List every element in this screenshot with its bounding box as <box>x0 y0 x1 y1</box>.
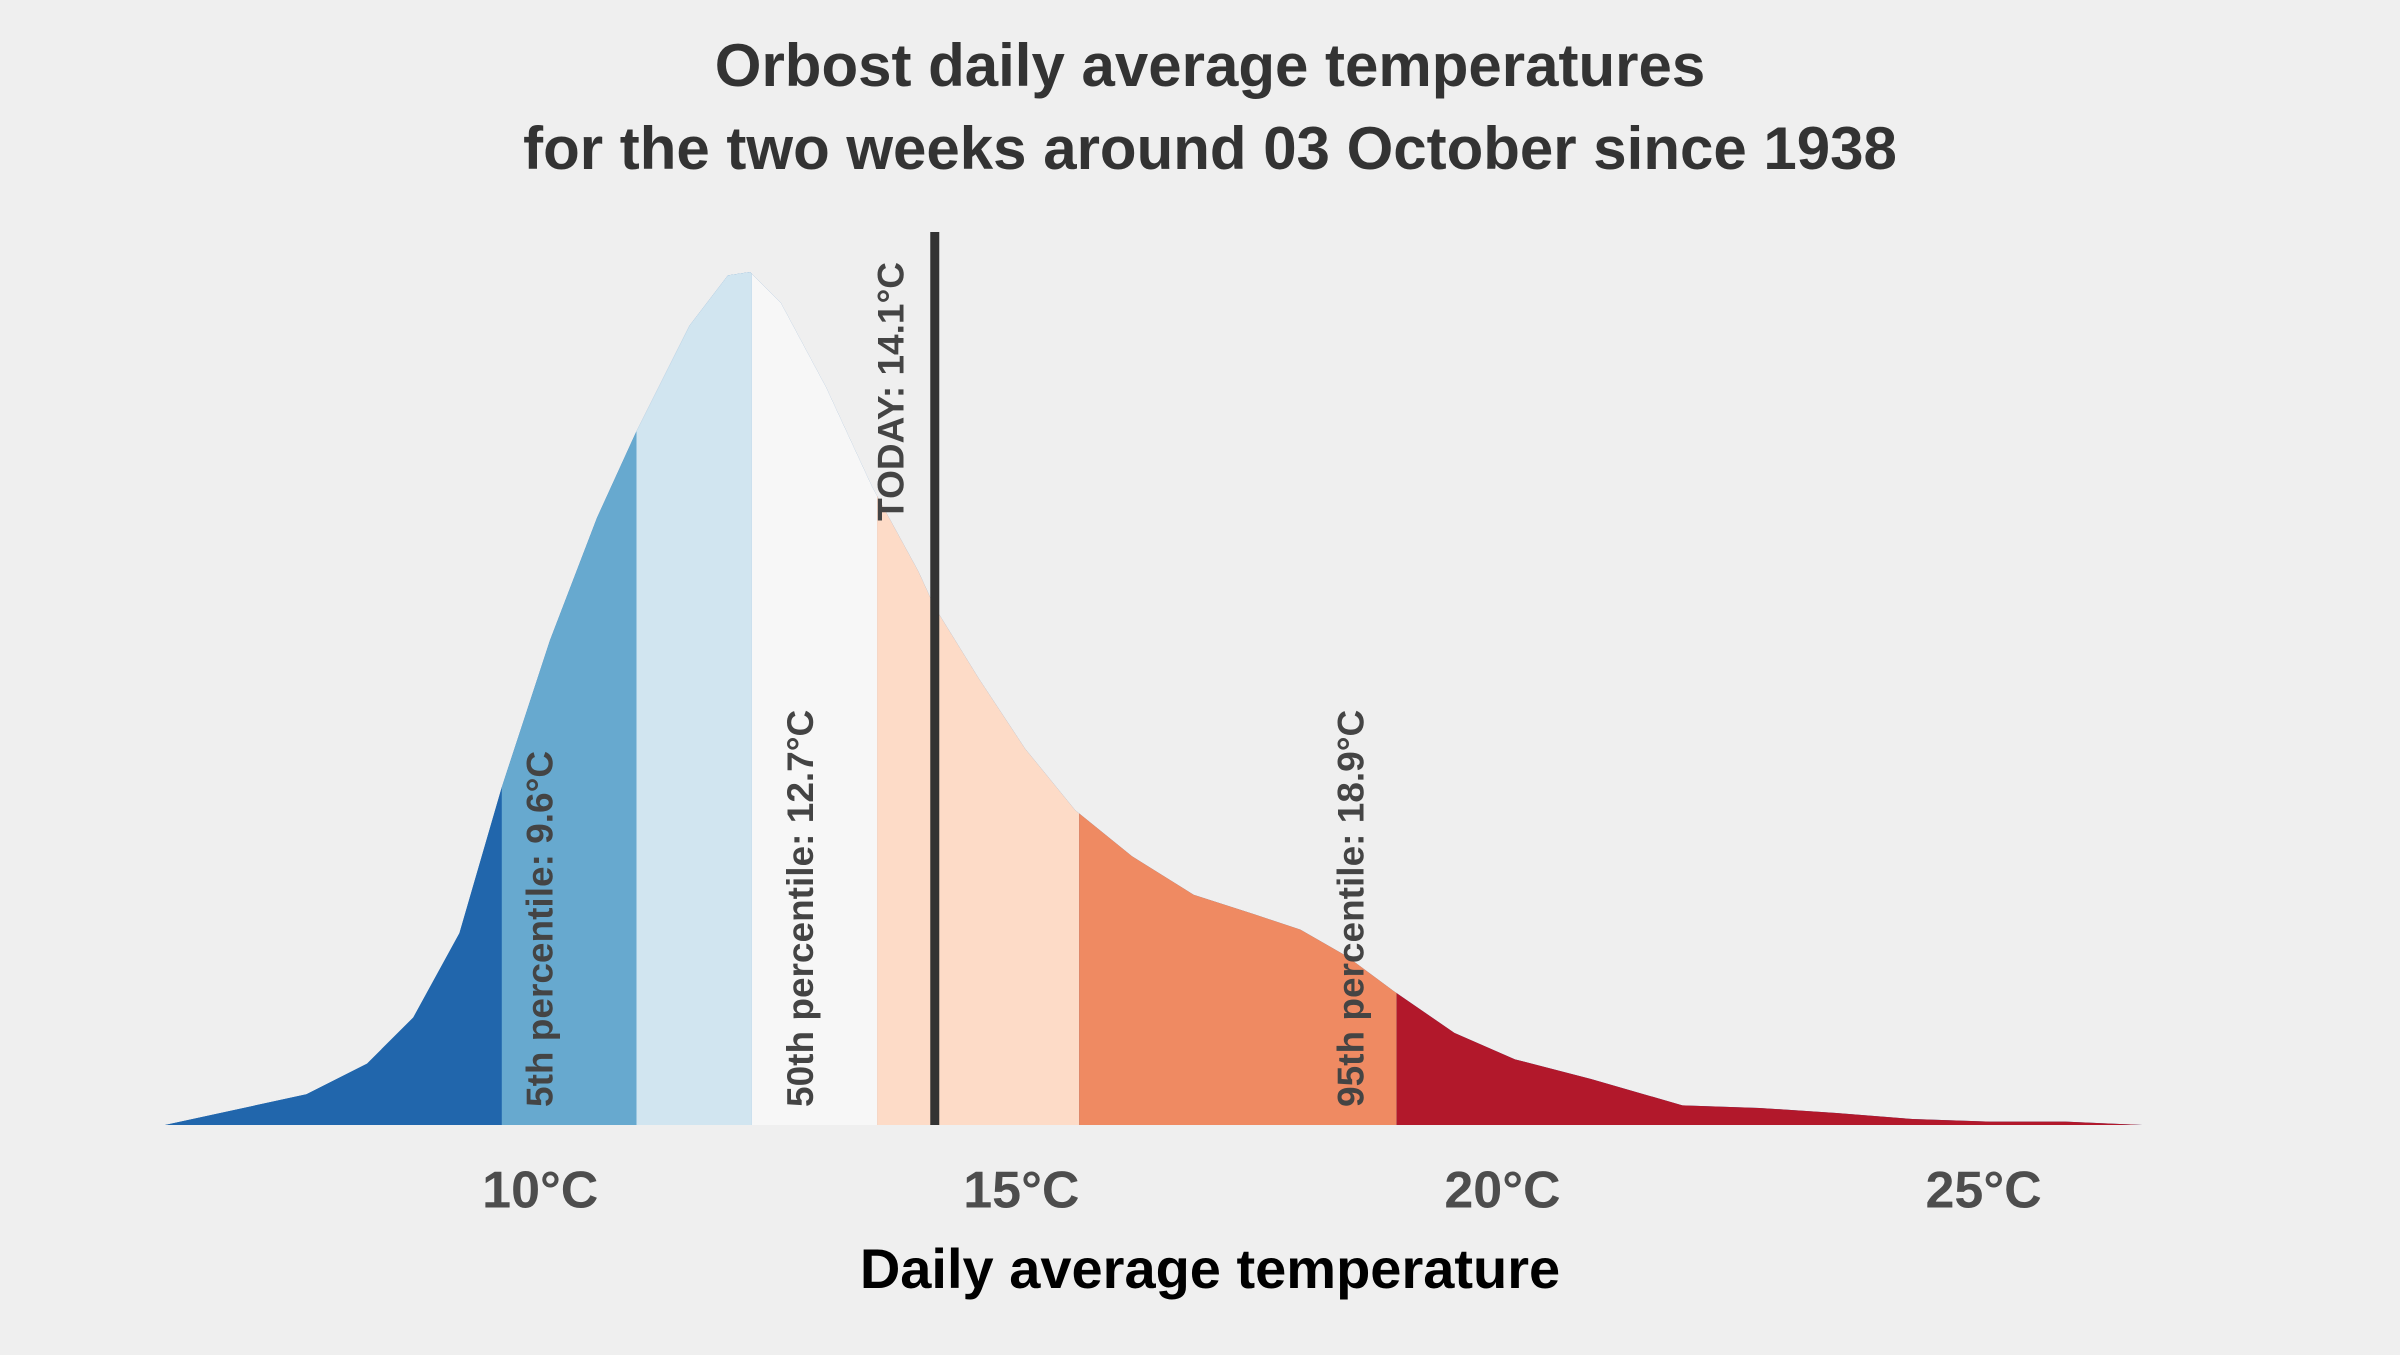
percentile-label: 95th percentile: 18.9°C <box>1330 710 1371 1107</box>
x-axis-label: Daily average temperature <box>860 1237 1560 1300</box>
bands <box>165 272 2253 1125</box>
x-tick-label: 15°C <box>963 1162 1079 1220</box>
percentile-band <box>636 272 752 1125</box>
percentile-band <box>1396 272 2253 1125</box>
percentile-label: 5th percentile: 9.6°C <box>520 751 561 1107</box>
x-tick-label: 10°C <box>482 1162 598 1220</box>
percentile-band <box>165 272 502 1125</box>
x-tick-label: 20°C <box>1444 1162 1560 1220</box>
percentile-label: 50th percentile: 12.7°C <box>780 710 821 1107</box>
today-label: TODAY: 14.1°C <box>871 262 912 521</box>
chart-title: Orbost daily average temperatures <box>715 32 1705 99</box>
chart-subtitle: for the two weeks around 03 October sinc… <box>523 115 1897 182</box>
x-tick-label: 25°C <box>1925 1162 2041 1220</box>
